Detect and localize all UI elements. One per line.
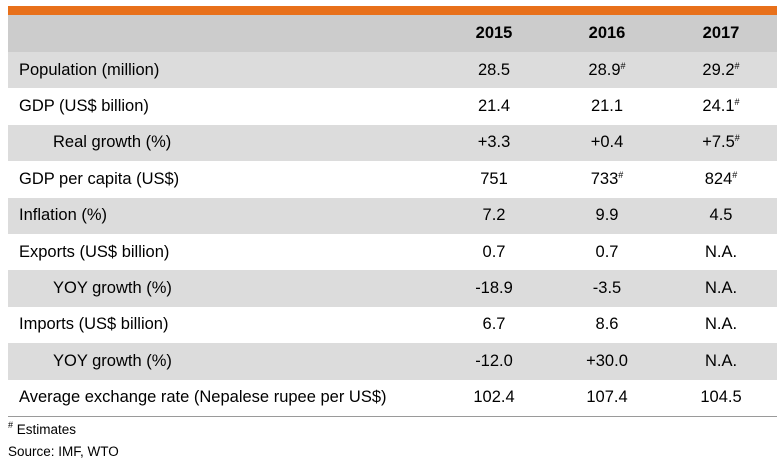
- table-cell: 104.5: [666, 388, 776, 407]
- table-cell: 6.7: [439, 315, 549, 334]
- cell-value: 28.5: [477, 60, 511, 79]
- estimate-marker: #: [732, 169, 738, 180]
- column-header: 2016: [588, 24, 626, 42]
- table-cell: 8.6: [552, 315, 662, 334]
- cell-value: 733: [590, 169, 619, 188]
- row-label: Imports (US$ billion): [19, 315, 169, 334]
- cell-value: 24.1: [702, 97, 735, 116]
- cell-value: 7.2: [482, 206, 506, 225]
- table-cell: 107.4: [552, 388, 662, 407]
- cell-value: +3.3: [477, 133, 511, 152]
- table-cell: +3.3: [439, 133, 549, 152]
- cell-value: -18.9: [475, 279, 513, 298]
- cell-value: 21.1: [590, 97, 624, 116]
- table-row: GDP per capita (US$) 751 733# 824#: [8, 161, 777, 197]
- row-label: GDP per capita (US$): [19, 169, 180, 188]
- table-row: Imports (US$ billion) 6.7 8.6 N.A.: [8, 307, 777, 343]
- table-cell: N.A.: [666, 279, 776, 298]
- cell-value: 29.2: [702, 60, 735, 79]
- column-header: 2015: [475, 24, 513, 42]
- row-label: YOY growth (%): [53, 351, 172, 370]
- estimate-marker: #: [734, 60, 740, 71]
- row-label: Exports (US$ billion): [19, 242, 170, 261]
- table-row: Average exchange rate (Nepalese rupee pe…: [8, 380, 777, 417]
- table-cell: 28.5: [439, 61, 549, 80]
- table-cell: 0.7: [439, 243, 549, 262]
- cell-value: 0.7: [595, 242, 619, 261]
- table-cell: 4.5: [666, 206, 776, 225]
- table-cell: N.A.: [666, 315, 776, 334]
- table-cell: 7.2: [439, 206, 549, 225]
- table-row: YOY growth (%) -18.9 -3.5 N.A.: [8, 270, 777, 307]
- row-label: Real growth (%): [53, 133, 172, 152]
- table-cell: 0.7: [552, 243, 662, 262]
- cell-value: 107.4: [586, 388, 628, 407]
- estimate-marker: #: [734, 97, 740, 108]
- cell-value: 4.5: [709, 206, 733, 225]
- cell-value: N.A.: [704, 242, 738, 261]
- table-cell: 24.1#: [666, 97, 776, 116]
- cell-value: +0.4: [590, 133, 624, 152]
- economic-indicators-table: 2015 2016 2017 Population (million) 28.5 2…: [8, 15, 777, 417]
- cell-value: +7.5: [702, 133, 735, 152]
- cell-value: 21.4: [477, 97, 511, 116]
- table-row: YOY growth (%) -12.0 +30.0 N.A.: [8, 343, 777, 380]
- table-cell: 28.9#: [552, 61, 662, 80]
- table-cell: +7.5#: [666, 133, 776, 152]
- table-header-row: 2015 2016 2017: [8, 15, 777, 52]
- cell-value: 824: [704, 169, 733, 188]
- row-label: GDP (US$ billion): [19, 97, 149, 116]
- table-body: Population (million) 28.5 28.9# 29.2# GDP (U…: [8, 52, 777, 417]
- table-row: Inflation (%) 7.2 9.9 4.5: [8, 197, 777, 234]
- cell-value: +30.0: [586, 351, 628, 370]
- row-label: YOY growth (%): [53, 279, 172, 298]
- table-row: Real growth (%) +3.3 +0.4 +7.5#: [8, 124, 777, 162]
- cell-value: -12.0: [475, 351, 513, 370]
- cell-value: 102.4: [473, 388, 515, 407]
- cell-value: 751: [480, 169, 508, 188]
- table-cell: 751: [439, 170, 549, 189]
- accent-bar: [8, 6, 777, 15]
- source-footnote: Source: IMF, WTO: [8, 444, 119, 459]
- table-cell: -18.9: [439, 279, 549, 298]
- cell-value: -3.5: [592, 279, 622, 298]
- table-cell: -12.0: [439, 352, 549, 371]
- table-cell: 29.2#: [666, 61, 776, 80]
- table-row: Population (million) 28.5 28.9# 29.2#: [8, 52, 777, 89]
- cell-value: 8.6: [595, 315, 619, 334]
- estimate-marker: #: [8, 420, 14, 430]
- estimate-footnote-text: Estimates: [16, 422, 77, 437]
- cell-value: N.A.: [704, 315, 738, 334]
- estimate-marker: #: [734, 133, 740, 144]
- estimate-footnote: # Estimates: [8, 420, 77, 438]
- cell-value: 0.7: [482, 242, 506, 261]
- table-cell: 102.4: [439, 388, 549, 407]
- table-cell: +30.0: [552, 352, 662, 371]
- table-cell: 21.4: [439, 97, 549, 116]
- table-row: GDP (US$ billion) 21.4 21.1 24.1#: [8, 88, 777, 124]
- table-cell: +0.4: [552, 133, 662, 152]
- table-cell: 824#: [666, 170, 776, 189]
- table-cell: -3.5: [552, 279, 662, 298]
- table-row: Exports (US$ billion) 0.7 0.7 N.A.: [8, 234, 777, 270]
- row-label: Population (million): [19, 60, 160, 79]
- cell-value: N.A.: [704, 279, 738, 298]
- table-cell: 733#: [552, 170, 662, 189]
- cell-value: 9.9: [595, 206, 619, 225]
- cell-value: 104.5: [700, 388, 742, 407]
- cell-value: N.A.: [704, 351, 738, 370]
- estimate-marker: #: [620, 60, 626, 71]
- table-cell: N.A.: [666, 243, 776, 262]
- cell-value: 28.9: [588, 60, 621, 79]
- table-cell: N.A.: [666, 352, 776, 371]
- row-label: Average exchange rate (Nepalese rupee pe…: [19, 388, 387, 407]
- row-label: Inflation (%): [19, 206, 108, 225]
- cell-value: 6.7: [482, 315, 506, 334]
- table-cell: 21.1: [552, 97, 662, 116]
- estimate-marker: #: [618, 169, 624, 180]
- table-cell: 9.9: [552, 206, 662, 225]
- column-header: 2017: [702, 24, 740, 42]
